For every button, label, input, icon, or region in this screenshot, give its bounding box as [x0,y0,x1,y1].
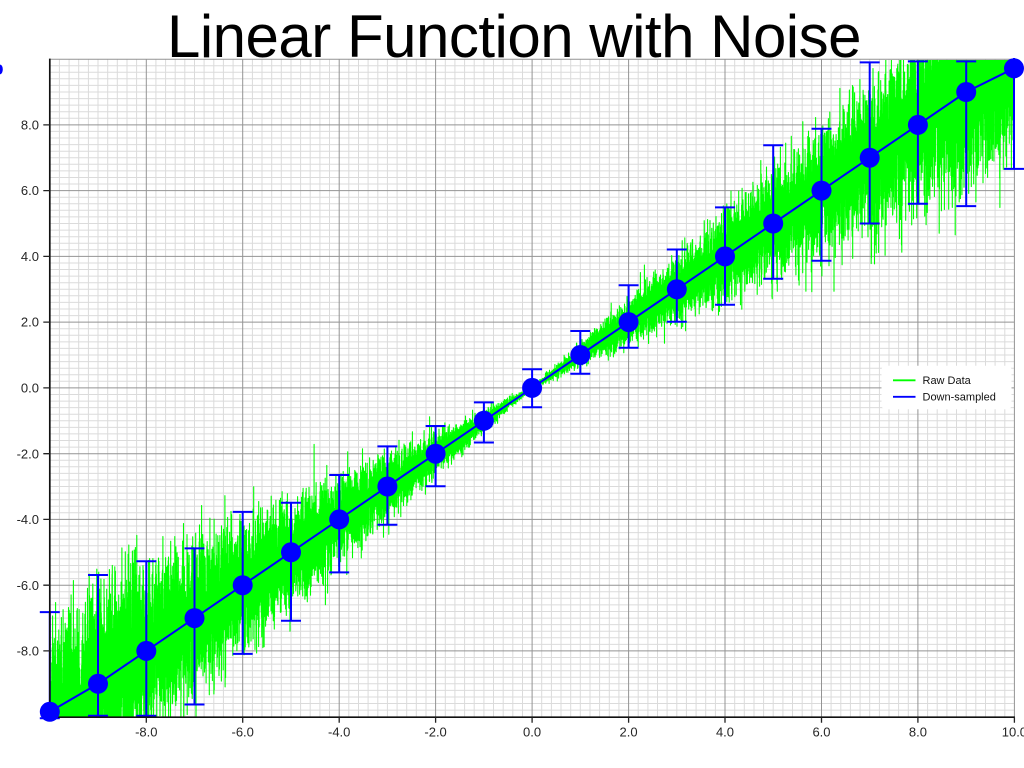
svg-text:2.0: 2.0 [21,315,39,330]
svg-text:8.0: 8.0 [21,118,39,133]
svg-text:-6.0: -6.0 [17,578,39,593]
svg-text:0.0: 0.0 [523,725,541,740]
svg-text:10.0: 10.0 [1002,725,1024,740]
svg-text:-4.0: -4.0 [17,512,39,527]
svg-text:Raw Data: Raw Data [923,375,972,387]
svg-text:2.0: 2.0 [620,725,638,740]
svg-text:4.0: 4.0 [716,725,734,740]
svg-text:4.0: 4.0 [21,249,39,264]
svg-text:-4.0: -4.0 [328,725,350,740]
svg-text:Down-sampled: Down-sampled [923,392,996,404]
svg-text:-8.0: -8.0 [17,644,39,659]
svg-text:6.0: 6.0 [812,725,830,740]
svg-text:-2.0: -2.0 [17,446,39,461]
svg-text:Linear Function with Noise: Linear Function with Noise [167,3,861,70]
svg-text:8.0: 8.0 [909,725,927,740]
svg-text:-6.0: -6.0 [231,725,253,740]
svg-text:-2.0: -2.0 [424,725,446,740]
svg-text:-8.0: -8.0 [135,725,157,740]
svg-text:0.0: 0.0 [21,381,39,396]
svg-text:6.0: 6.0 [21,183,39,198]
